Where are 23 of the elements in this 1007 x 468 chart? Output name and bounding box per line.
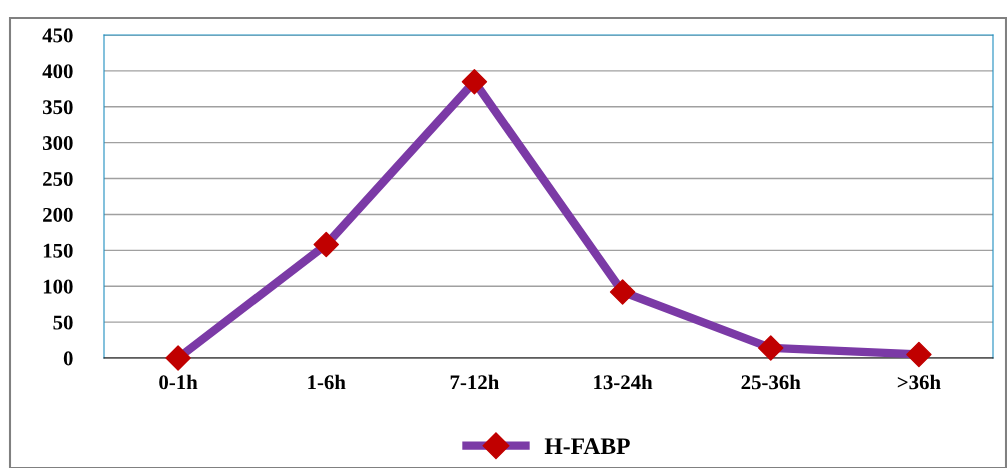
- x-tick-label: 0-1h: [159, 374, 198, 390]
- x-tick-label: 1-6h: [308, 374, 346, 390]
- y-tick-label: 0: [63, 351, 73, 366]
- y-tick-label: 450: [42, 28, 73, 43]
- y-tick-label: 400: [42, 64, 73, 79]
- point: [609, 279, 636, 305]
- x-tick-label: 13-24h: [594, 374, 653, 390]
- point: [165, 345, 191, 371]
- point: [461, 68, 488, 95]
- point: [313, 231, 339, 258]
- x-tick-label: >36h: [897, 374, 941, 390]
- y-tick-label: 350: [42, 100, 73, 115]
- point: [906, 341, 932, 368]
- y-tick-label: 200: [43, 207, 73, 222]
- y-tick-label: 150: [43, 243, 73, 258]
- x-tick-label: 25-36h: [741, 374, 801, 390]
- y-tick-label: 300: [42, 136, 73, 151]
- y-tick-label: 250: [43, 171, 73, 186]
- y-tick-label: 100: [43, 279, 73, 294]
- legend-label: H-FABP: [544, 438, 630, 454]
- y-tick-label: 50: [53, 315, 73, 330]
- point: [758, 335, 784, 361]
- x-tick-label: 7-12h: [450, 374, 499, 390]
